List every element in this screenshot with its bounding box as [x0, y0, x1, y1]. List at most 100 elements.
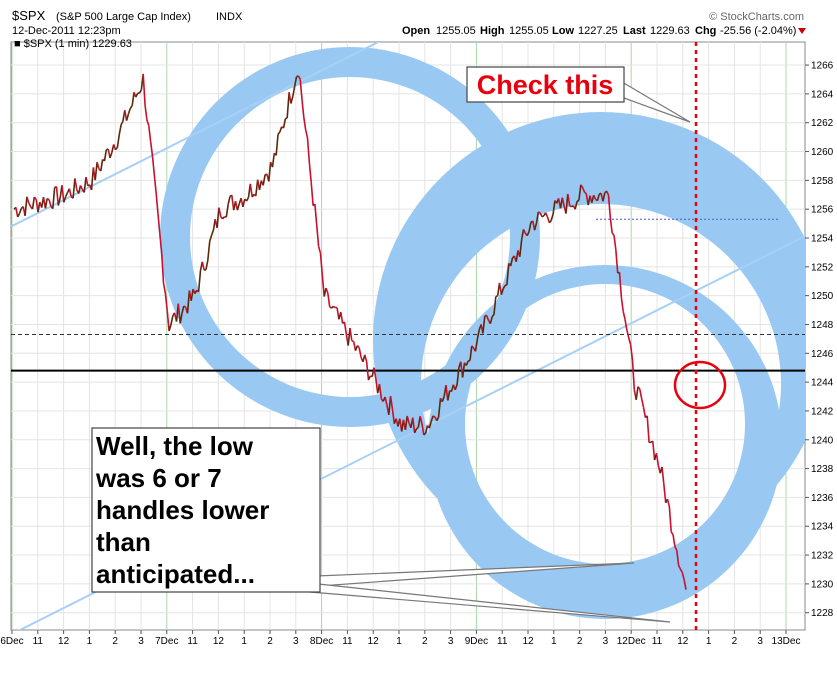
- x-tick-label: 2: [112, 636, 118, 647]
- price-segment: [352, 341, 357, 351]
- price-segment: [79, 185, 84, 190]
- price-segment: [138, 89, 143, 94]
- x-tick-label: 12: [677, 636, 689, 647]
- price-segment: [112, 144, 117, 150]
- y-tick-label: 1262: [811, 118, 834, 129]
- price-segment: [304, 129, 309, 139]
- price-segment: [317, 246, 322, 254]
- price-segment: [428, 421, 432, 429]
- price-segment: [509, 257, 514, 267]
- price-segment: [227, 196, 231, 205]
- price-segment: [495, 294, 499, 298]
- x-tick-label: 3: [138, 636, 144, 647]
- x-tick-label: 1: [87, 636, 93, 647]
- y-tick-label: 1252: [811, 262, 834, 273]
- price-segment: [160, 253, 165, 283]
- check-callout-text: Check this: [477, 70, 614, 100]
- price-segment: [520, 229, 525, 240]
- price-segment: [64, 192, 69, 197]
- price-segment: [615, 249, 619, 274]
- check-callout-box: [466, 66, 625, 103]
- y-tick-label: 1250: [811, 291, 834, 302]
- x-tick-label: 1: [706, 636, 712, 647]
- price-segment: [668, 506, 672, 532]
- price-segment: [290, 96, 294, 104]
- price-segment: [522, 229, 527, 234]
- price-segment: [46, 197, 50, 201]
- y-tick-label: 1260: [811, 147, 834, 158]
- price-segment: [404, 415, 408, 430]
- price-segment: [424, 425, 429, 434]
- price-segment: [100, 159, 104, 172]
- price-segment: [533, 222, 538, 231]
- ohlc-high: 1255.05: [509, 25, 549, 37]
- x-tick-label: 11: [33, 636, 44, 647]
- index-name: (S&P 500 Large Cap Index): [56, 11, 191, 23]
- price-segment: [624, 319, 628, 331]
- price-segment: [306, 137, 311, 164]
- price-segment: [663, 483, 667, 503]
- price-segment: [332, 305, 336, 309]
- price-segment: [476, 329, 480, 340]
- price-segment: [618, 272, 623, 298]
- price-segment: [526, 231, 530, 237]
- price-segment: [493, 296, 497, 315]
- timestamp: 12-Dec-2011 12:23pm: [12, 25, 121, 37]
- price-segment: [544, 212, 549, 218]
- legend-label: ■ $SPX (1 min) 1229.63: [14, 38, 132, 50]
- price-segment: [293, 76, 298, 87]
- price-segment: [626, 329, 630, 339]
- price-segment: [118, 124, 122, 136]
- x-tick-label: 3: [448, 636, 454, 647]
- price-segment: [613, 235, 617, 250]
- price-segment: [314, 204, 318, 227]
- price-segment: [365, 361, 370, 381]
- y-tick-label: 1256: [811, 205, 834, 216]
- price-segment: [373, 367, 377, 379]
- price-segment: [578, 184, 582, 201]
- price-segment: [528, 222, 532, 232]
- price-segment: [61, 185, 65, 203]
- price-segment: [231, 194, 235, 211]
- y-tick-label: 1244: [811, 378, 834, 389]
- price-segment: [85, 176, 89, 186]
- price-segment: [277, 131, 281, 135]
- price-segment: [519, 239, 523, 257]
- y-tick-label: 1266: [811, 61, 834, 72]
- price-segment: [351, 339, 355, 343]
- price-segment: [681, 572, 685, 581]
- price-segment: [321, 275, 325, 297]
- price-segment: [146, 119, 150, 127]
- price-segment: [391, 409, 396, 424]
- x-tick-label: 6Dec: [0, 636, 23, 647]
- price-segment: [159, 233, 163, 254]
- horizontal-levels: [11, 218, 805, 372]
- price-segment: [436, 416, 440, 422]
- price-segment: [297, 75, 301, 80]
- ohlc-low-label: Low: [552, 25, 574, 37]
- price-segment: [498, 282, 503, 295]
- price-segment: [52, 187, 56, 209]
- price-segment: [620, 297, 624, 312]
- price-segment: [605, 190, 610, 196]
- price-segment: [447, 390, 451, 401]
- x-tick-label: 9Dec: [465, 636, 488, 647]
- price-segment: [153, 174, 157, 194]
- price-segment: [275, 134, 279, 156]
- price-segment: [186, 290, 191, 314]
- price-segment: [327, 292, 331, 308]
- price-segment: [666, 498, 671, 508]
- price-segment: [642, 407, 647, 418]
- price-segment: [456, 367, 460, 385]
- price-segment: [329, 306, 332, 309]
- price-segment: [48, 199, 52, 207]
- price-segment: [155, 193, 159, 214]
- price-segment: [151, 156, 156, 175]
- price-segment: [670, 531, 674, 536]
- price-segment: [16, 213, 21, 218]
- x-tick-label: 1: [551, 636, 557, 647]
- symbol: $SPX: [12, 8, 46, 23]
- price-segment: [412, 417, 416, 433]
